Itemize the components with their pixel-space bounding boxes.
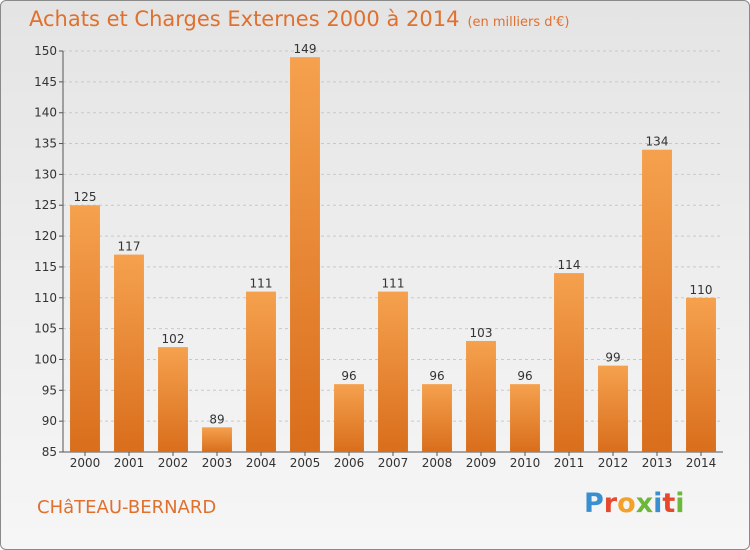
x-tick-label: 2001	[114, 456, 145, 470]
x-tick-label: 2003	[202, 456, 233, 470]
x-tick-label: 2005	[290, 456, 321, 470]
x-tick-label: 2006	[334, 456, 365, 470]
y-tick-label: 85	[42, 445, 57, 459]
brand-letter: x	[635, 488, 654, 519]
y-tick-label: 100	[34, 352, 57, 366]
brand-letter: P	[584, 488, 604, 519]
bar	[290, 57, 320, 453]
y-tick-label: 130	[34, 167, 57, 181]
x-tick-label: 2007	[378, 456, 409, 470]
x-tick-label: 2009	[466, 456, 497, 470]
bar	[158, 347, 188, 452]
bar	[598, 365, 628, 452]
data-label: 111	[250, 277, 273, 291]
bar	[70, 205, 100, 452]
x-tick-label: 2013	[642, 456, 673, 470]
data-label: 102	[162, 332, 185, 346]
data-label: 96	[517, 369, 532, 383]
brand-letter: r	[603, 488, 618, 519]
y-tick-label: 110	[34, 291, 57, 305]
brand-letter: o	[617, 488, 636, 519]
bar	[686, 297, 716, 452]
bar	[422, 384, 452, 452]
x-tick-label: 2000	[70, 456, 101, 470]
bar	[510, 384, 540, 452]
y-tick-label: 120	[34, 229, 57, 243]
data-label: 134	[646, 135, 669, 149]
data-label: 96	[429, 369, 444, 383]
y-tick-label: 115	[34, 260, 57, 274]
x-tick-label: 2011	[554, 456, 585, 470]
data-label: 117	[118, 240, 141, 254]
data-label: 89	[209, 412, 224, 426]
x-tick-label: 2014	[686, 456, 717, 470]
x-tick-label: 2004	[246, 456, 277, 470]
data-label: 125	[74, 190, 97, 204]
brand-letter: i	[653, 488, 663, 519]
data-label: 114	[558, 258, 581, 272]
y-tick-label: 150	[34, 44, 57, 58]
chart-title: Achats et Charges Externes 2000 à 2014	[29, 7, 460, 31]
bar	[334, 384, 364, 452]
data-label: 103	[470, 326, 493, 340]
data-label: 111	[382, 277, 405, 291]
bar	[378, 291, 408, 452]
y-tick-label: 125	[34, 198, 57, 212]
x-tick-label: 2010	[510, 456, 541, 470]
bar	[202, 427, 232, 452]
data-label: 99	[605, 351, 620, 365]
chart-title-block: Achats et Charges Externes 2000 à 2014 (e…	[29, 7, 569, 31]
town-name: CHâTEAU-BERNARD	[37, 497, 217, 518]
x-tick-label: 2002	[158, 456, 189, 470]
data-label: 149	[294, 42, 317, 56]
bar	[554, 273, 584, 452]
bar	[114, 254, 144, 452]
chart-subtitle: (en milliers d'€)	[467, 15, 570, 30]
brand-logo: Proxiti	[584, 488, 685, 519]
brand-letter: i	[675, 488, 685, 519]
x-tick-label: 2008	[422, 456, 453, 470]
data-label: 96	[341, 369, 356, 383]
x-tick-label: 2012	[598, 456, 629, 470]
y-tick-label: 145	[34, 75, 57, 89]
y-tick-label: 105	[34, 322, 57, 336]
brand-letter: t	[662, 488, 676, 519]
y-tick-label: 140	[34, 106, 57, 120]
data-label: 110	[690, 283, 713, 297]
bar	[642, 149, 672, 452]
bar	[246, 291, 276, 452]
y-tick-label: 90	[42, 414, 57, 428]
bar	[466, 340, 496, 452]
y-tick-label: 95	[42, 383, 57, 397]
y-tick-label: 135	[34, 137, 57, 151]
